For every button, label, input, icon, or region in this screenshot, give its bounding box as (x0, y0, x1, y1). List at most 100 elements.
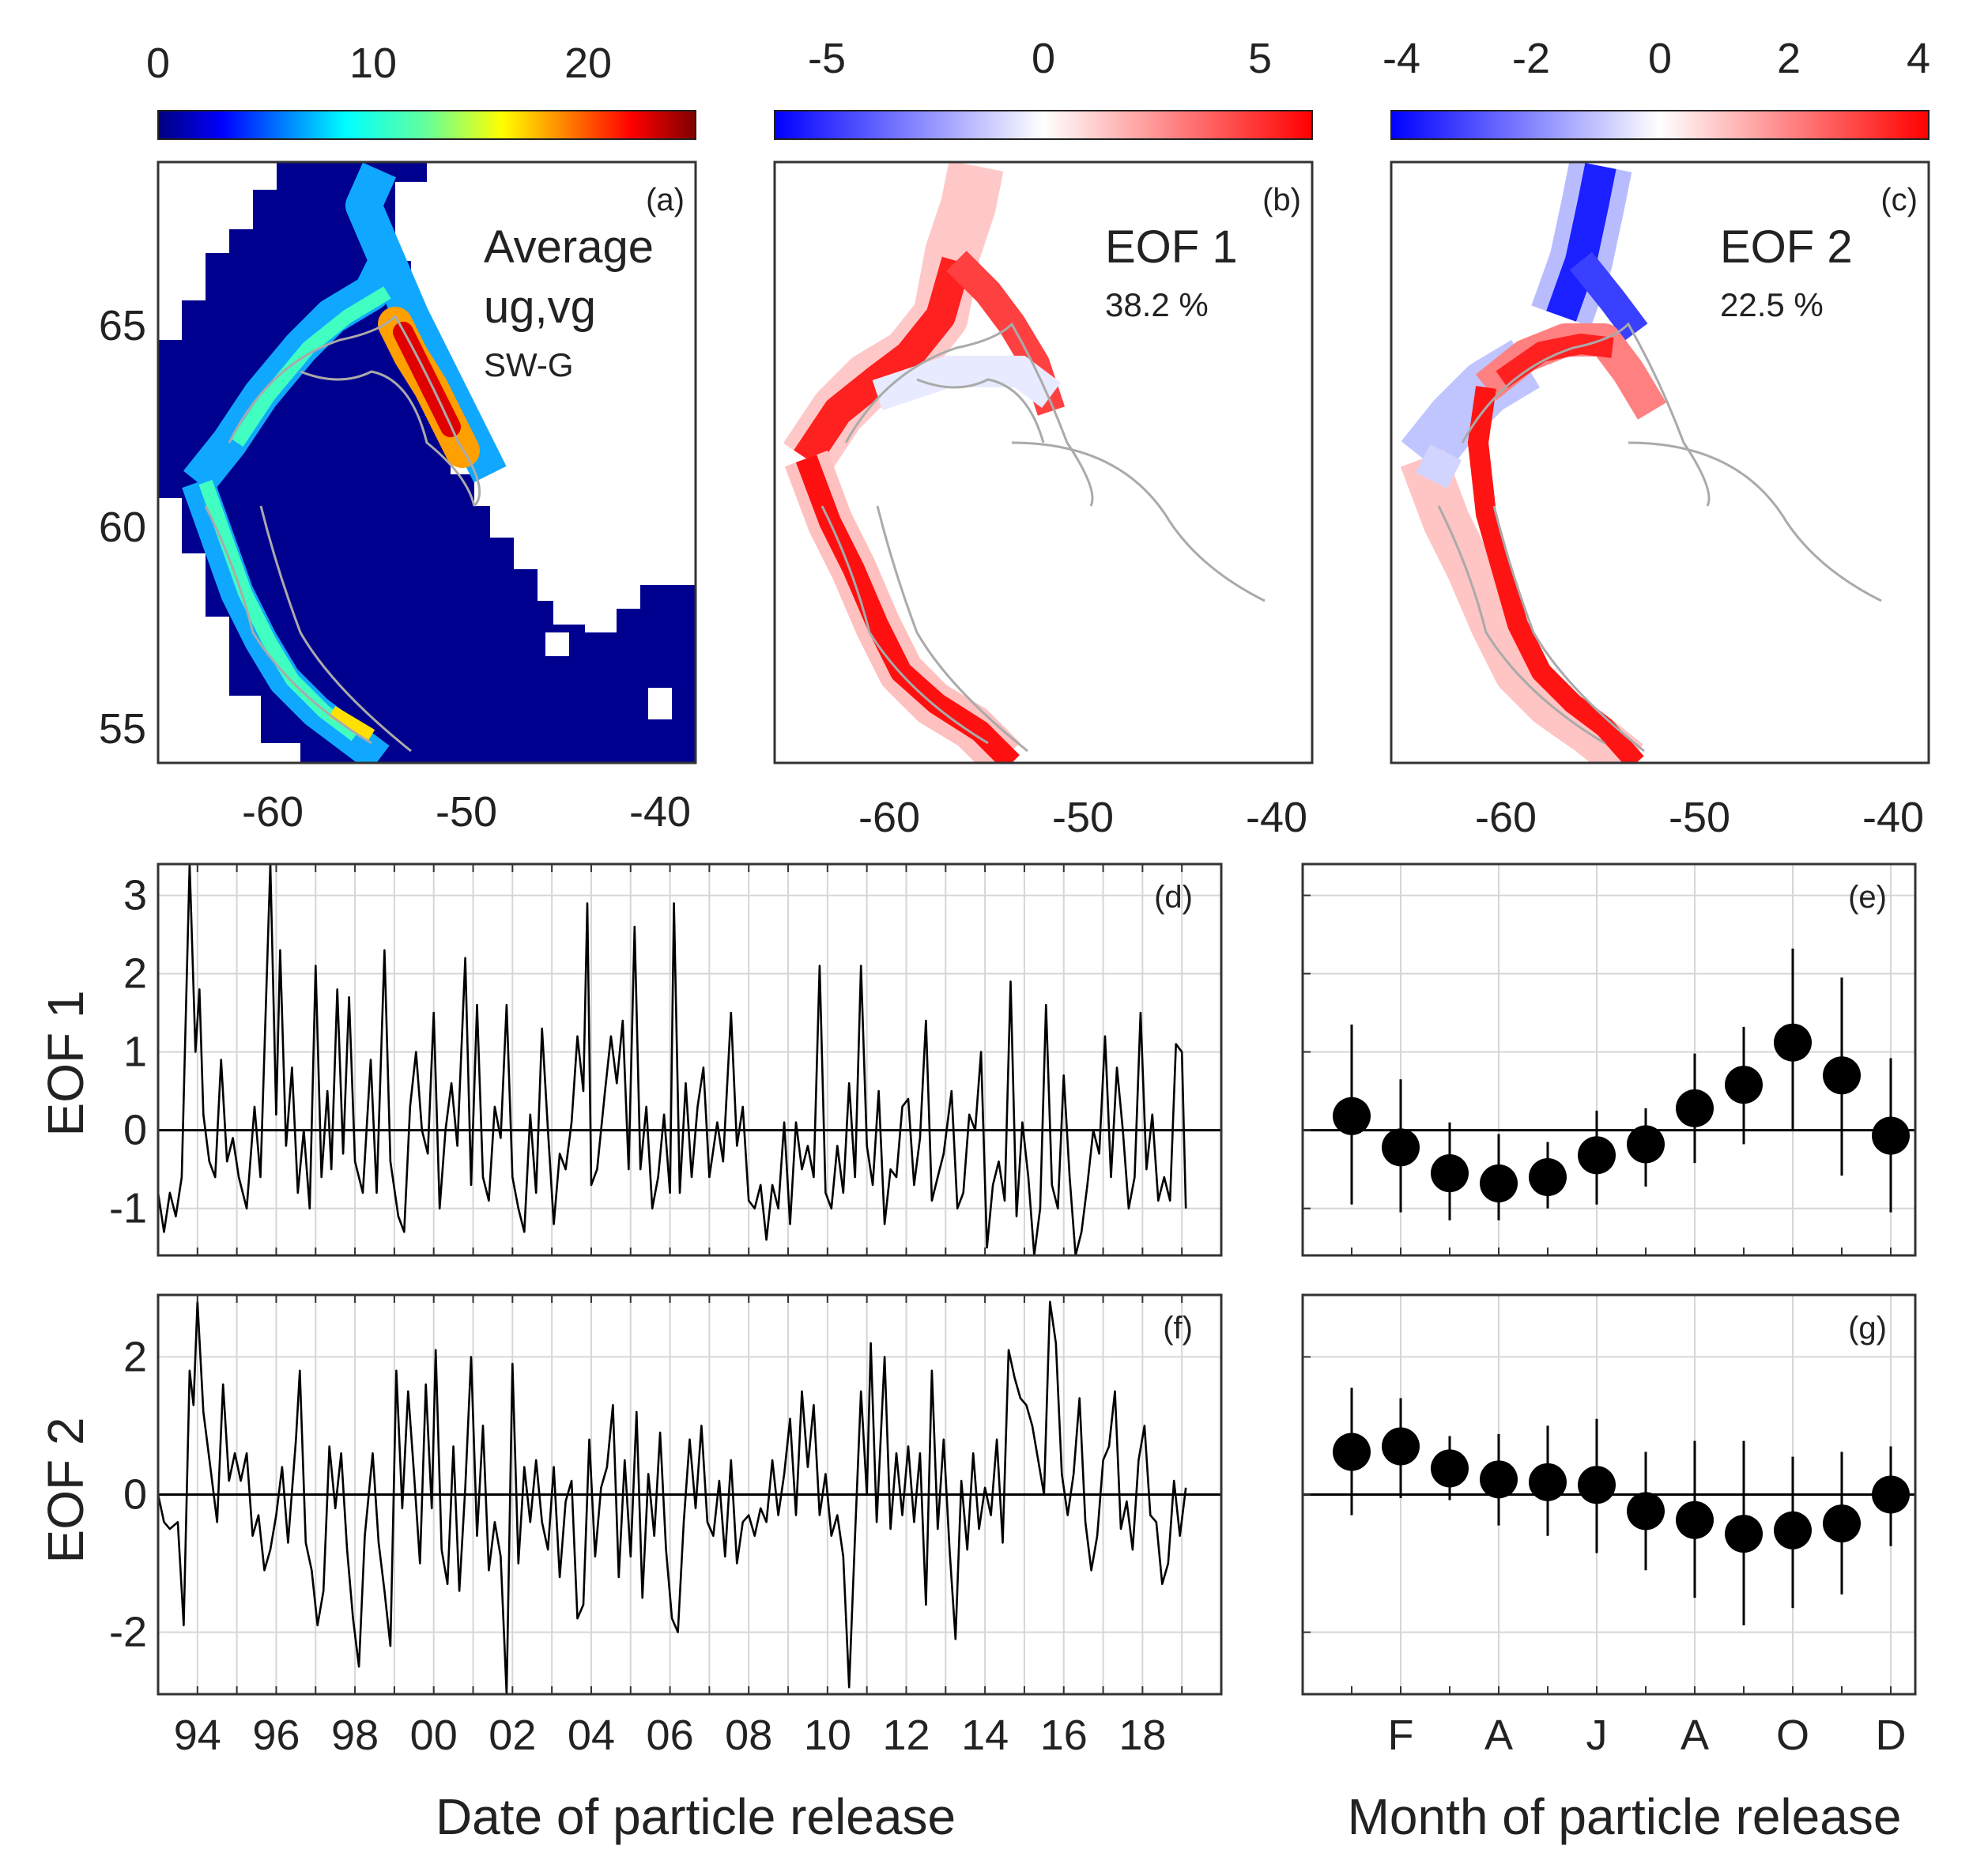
lon-tick: -60 (242, 788, 304, 836)
map-b-title: EOF 1 (1105, 221, 1238, 273)
monthly-mean-point (1823, 1504, 1861, 1543)
panel-label: (g) (1848, 1311, 1887, 1346)
map-c-field (1391, 162, 1929, 763)
map-c-frame (1390, 160, 1930, 764)
monthly-mean-point (1382, 1427, 1420, 1466)
panel-label-b: (b) (1262, 183, 1301, 217)
x-tick-label: 08 (725, 1712, 772, 1759)
lon-tick: -60 (858, 794, 920, 841)
map-b-subtitle: 38.2 % (1105, 286, 1209, 323)
eof1-ylabel: EOF 1 (37, 991, 94, 1137)
x-tick-label: 14 (961, 1712, 1009, 1759)
map-a-title-line: SW-G (484, 346, 574, 383)
colorbar-a-tick: 10 (349, 40, 397, 87)
x-tick-label: D (1876, 1712, 1907, 1759)
colorbar-b-tick: 5 (1248, 35, 1272, 82)
map-a-lat-ticks: 65 60 55 (99, 302, 146, 753)
monthly-mean-point (1774, 1511, 1812, 1549)
map-b-field (775, 162, 1312, 763)
colorbar-a (157, 110, 696, 140)
map-a-title-line: Average (484, 221, 654, 273)
x-tick-label: F (1388, 1712, 1414, 1759)
monthly-mean-point (1431, 1154, 1469, 1193)
colorbar-c-tick: 2 (1777, 35, 1801, 82)
x-tick-label: A (1484, 1712, 1513, 1759)
x-tick-label: 16 (1040, 1712, 1088, 1759)
eof1-timeseries-panel: -1 0 1 2 3 (d) (109, 863, 1223, 1257)
panel-label-c: (c) (1880, 183, 1918, 217)
monthly-mean-point (1480, 1164, 1518, 1202)
plot-frame (157, 1293, 1223, 1696)
x-tick-label: 12 (882, 1712, 930, 1759)
y-tick-label: -2 (109, 1609, 147, 1656)
map-c-title: EOF 2 (1720, 221, 1853, 273)
monthly-mean-point (1676, 1500, 1714, 1539)
x-tick-label: 18 (1118, 1712, 1166, 1759)
y-tick-label: -1 (109, 1185, 147, 1232)
monthly-mean-point (1529, 1463, 1567, 1501)
monthly-mean-point (1725, 1515, 1763, 1553)
map-panel-b: -5 0 5 (b) EOF 1 38.2 % -60 -50 -40 (773, 35, 1314, 841)
x-tick-label: 98 (331, 1712, 379, 1759)
y-tick-label: 1 (123, 1029, 147, 1076)
monthly-mean-point (1627, 1125, 1665, 1164)
panel-label: (f) (1163, 1311, 1193, 1346)
monthly-mean-point (1578, 1466, 1616, 1504)
x-tick-label: 06 (647, 1712, 694, 1759)
colorbar-c-tick: -2 (1512, 35, 1550, 82)
lon-tick: -40 (1246, 794, 1307, 841)
monthly-mean-point (1480, 1460, 1518, 1499)
plot-frame (157, 863, 1223, 1257)
plot-frame (1301, 863, 1917, 1257)
lon-tick: -50 (436, 788, 497, 836)
map-a-field (158, 162, 696, 763)
lat-tick: 60 (99, 504, 146, 551)
lon-tick: -40 (1862, 794, 1924, 841)
y-tick-label: 2 (123, 1333, 147, 1380)
lon-tick: -40 (629, 788, 691, 836)
colorbar-b (774, 110, 1313, 140)
colorbar-a-ticks: 0 10 20 (146, 40, 612, 87)
lat-tick: 55 (99, 705, 146, 753)
lon-tick: -60 (1475, 794, 1537, 841)
lat-tick: 65 (99, 302, 146, 349)
date-xlabel: Date of particle release (436, 1788, 956, 1845)
colorbar-c-tick: -4 (1383, 35, 1420, 82)
colorbar-b-tick: -5 (808, 35, 846, 82)
colorbar-c (1390, 110, 1930, 140)
x-tick-label: 94 (174, 1712, 221, 1759)
map-panel-a: 0 10 20 (a) Average ug, (99, 40, 697, 836)
map-b-lon-ticks: -60 -50 -40 (858, 794, 1307, 841)
colorbar-b-tick: 0 (1032, 35, 1055, 82)
x-tick-label: 02 (489, 1712, 536, 1759)
monthly-mean-point (1578, 1136, 1616, 1175)
monthly-mean-point (1872, 1116, 1910, 1155)
eof2-monthly-panel: F A J A O D (g) (1301, 1293, 1917, 1759)
map-c-subtitle: 22.5 % (1720, 286, 1824, 323)
eof1-monthly-panel: (e) (1301, 863, 1917, 1257)
series-line (158, 1300, 1187, 1694)
x-tick-label: A (1681, 1712, 1709, 1759)
monthly-mean-point (1676, 1089, 1714, 1127)
panel-label-a: (a) (646, 183, 685, 217)
panel-label: (e) (1848, 880, 1887, 915)
map-a-lon-ticks: -60 -50 -40 (242, 788, 691, 836)
monthly-mean-point (1333, 1432, 1371, 1471)
monthly-mean-point (1823, 1056, 1861, 1095)
monthly-mean-point (1333, 1097, 1371, 1135)
monthly-mean-point (1382, 1128, 1420, 1167)
lon-tick: -50 (1052, 794, 1114, 841)
monthly-mean-point (1725, 1066, 1763, 1104)
y-tick-label: 0 (123, 1471, 147, 1519)
x-tick-label: O (1776, 1712, 1809, 1759)
map-c-lon-ticks: -60 -50 -40 (1475, 794, 1924, 841)
monthly-mean-point (1431, 1449, 1469, 1488)
map-a-frame (157, 160, 697, 764)
eof2-ylabel: EOF 2 (37, 1417, 94, 1564)
monthly-mean-point (1627, 1492, 1665, 1531)
x-tick-label: J (1586, 1712, 1608, 1759)
colorbar-b-ticks: -5 0 5 (808, 35, 1272, 82)
map-b-frame (773, 160, 1314, 764)
